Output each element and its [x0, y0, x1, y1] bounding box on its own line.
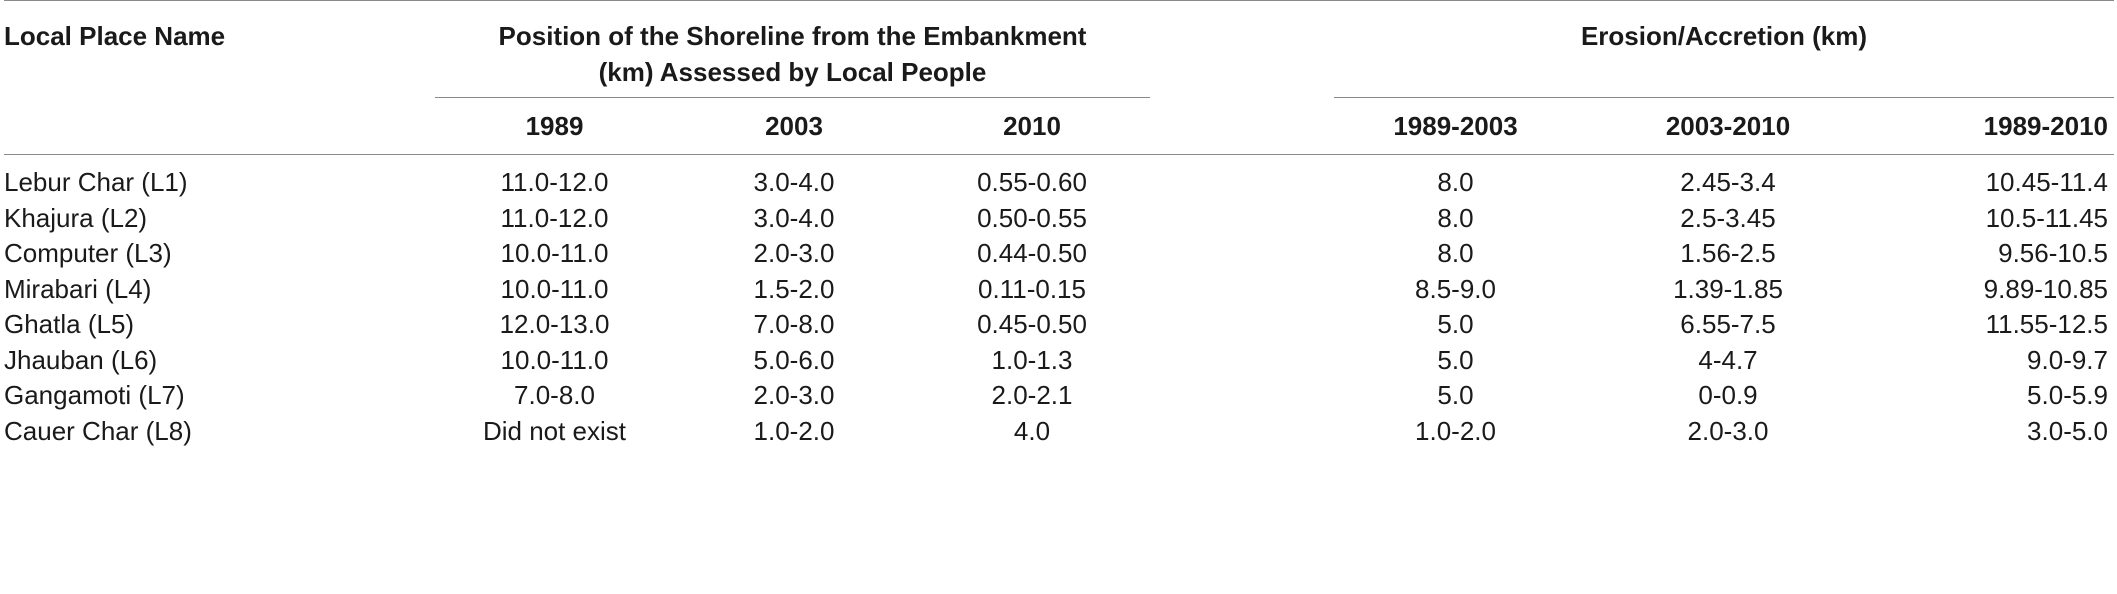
- cell-2003-2010: 1.39-1.85: [1673, 273, 1783, 304]
- cell-1989-2003: 8.0: [1437, 167, 1474, 198]
- table-row: Khajura (L2) 11.0-12.0 3.0-4.0 0.50-0.55…: [4, 201, 2114, 237]
- cell-2003-2010: 2.0-3.0: [1687, 415, 1769, 446]
- table-row: Ghatla (L5) 12.0-13.0 7.0-8.0 0.45-0.50 …: [4, 307, 2114, 343]
- cell-2003-2010: 4-4.7: [1698, 344, 1758, 375]
- header-row-years: 1989 2003 2010 1989-2003 2003-2010 1989-…: [4, 97, 2114, 155]
- cell-1989: 7.0-8.0: [514, 380, 595, 411]
- header-year-2003: 2003: [674, 97, 914, 155]
- cell-1989-2010: 9.0-9.7: [2027, 344, 2108, 375]
- cell-1989-2003: 1.0-2.0: [1415, 415, 1496, 446]
- header-shoreline-group: Position of the Shoreline from the Emban…: [435, 6, 1150, 98]
- top-rule: [4, 0, 2114, 6]
- cell-1989: Did not exist: [482, 415, 627, 446]
- cell-2010: 0.50-0.55: [977, 202, 1087, 233]
- table-row: Mirabari (L4) 10.0-11.0 1.5-2.0 0.11-0.1…: [4, 272, 2114, 308]
- header-row-groups: Local Place Name Position of the Shoreli…: [4, 6, 2114, 155]
- table-row: Gangamoti (L7) 7.0-8.0 2.0-3.0 2.0-2.1 5…: [4, 378, 2114, 414]
- cell-1989-2010: 5.0-5.9: [2027, 380, 2108, 411]
- cell-place: Gangamoti (L7): [4, 380, 185, 411]
- header-shoreline-line2: (km) Assessed by Local People: [598, 57, 987, 87]
- cell-2010: 4.0: [1013, 415, 1051, 446]
- table-row: Cauer Char (L8) Did not exist 1.0-2.0 4.…: [4, 414, 2114, 450]
- cell-1989-2003: 8.5-9.0: [1415, 273, 1496, 304]
- cell-1989-2010: 9.56-10.5: [1998, 238, 2108, 269]
- header-period-1989-2003: 1989-2003: [1334, 97, 1577, 155]
- cell-2003-2010: 6.55-7.5: [1680, 309, 1776, 340]
- cell-1989-2010: 9.89-10.85: [1983, 273, 2108, 304]
- table-header: Local Place Name Position of the Shoreli…: [4, 0, 2114, 155]
- table-row: Jhauban (L6) 10.0-11.0 5.0-6.0 1.0-1.3 5…: [4, 343, 2114, 379]
- cell-place: Ghatla (L5): [4, 309, 135, 340]
- header-place-name-label: Local Place Name: [4, 21, 226, 51]
- header-erosion-label: Erosion/Accretion (km): [1580, 21, 1868, 51]
- cell-2003: 2.0-3.0: [753, 238, 835, 269]
- header-period-1989-2010: 1989-2010: [1879, 97, 2114, 155]
- cell-2003: 3.0-4.0: [753, 167, 835, 198]
- cell-1989-2010: 3.0-5.0: [2027, 415, 2108, 446]
- header-period-2003-2010: 2003-2010: [1577, 97, 1879, 155]
- cell-1989-2003: 5.0: [1437, 309, 1474, 340]
- cell-2003: 1.5-2.0: [753, 273, 835, 304]
- cell-2003-2010: 2.5-3.45: [1680, 202, 1776, 233]
- cell-2010: 1.0-1.3: [991, 344, 1073, 375]
- cell-2010: 0.55-0.60: [977, 167, 1087, 198]
- shoreline-erosion-table: Local Place Name Position of the Shoreli…: [4, 0, 2114, 449]
- cell-place: Lebur Char (L1): [4, 167, 188, 198]
- cell-1989: 11.0-12.0: [500, 167, 609, 198]
- cell-place: Jhauban (L6): [4, 344, 158, 375]
- cell-2010: 0.45-0.50: [977, 309, 1087, 340]
- table-row: Computer (L3) 10.0-11.0 2.0-3.0 0.44-0.5…: [4, 236, 2114, 272]
- cell-2003: 5.0-6.0: [753, 344, 835, 375]
- cell-1989: 11.0-12.0: [500, 202, 609, 233]
- cell-1989: 10.0-11.0: [500, 273, 609, 304]
- cell-1989: 12.0-13.0: [499, 309, 610, 340]
- cell-1989: 10.0-11.0: [500, 238, 609, 269]
- cell-1989-2003: 8.0: [1437, 238, 1474, 269]
- cell-2010: 2.0-2.1: [991, 380, 1073, 411]
- header-gap: [1150, 6, 1334, 98]
- header-erosion-group: Erosion/Accretion (km): [1334, 6, 2114, 98]
- cell-1989-2003: 5.0: [1437, 380, 1474, 411]
- cell-place: Khajura (L2): [4, 202, 148, 233]
- cell-place: Computer (L3): [4, 238, 172, 269]
- cell-2003-2010: 2.45-3.4: [1680, 167, 1776, 198]
- cell-1989-2003: 5.0: [1437, 344, 1474, 375]
- header-year-2010: 2010: [914, 97, 1150, 155]
- cell-2003-2010: 1.56-2.5: [1680, 238, 1776, 269]
- cell-2003: 3.0-4.0: [753, 202, 835, 233]
- cell-2010: 0.44-0.50: [977, 238, 1087, 269]
- cell-2003: 1.0-2.0: [753, 415, 835, 446]
- cell-place: Mirabari (L4): [4, 273, 152, 304]
- cell-2010: 0.11-0.15: [978, 273, 1086, 304]
- cell-2003-2010: 0-0.9: [1698, 380, 1758, 411]
- table-body: Lebur Char (L1) 11.0-12.0 3.0-4.0 0.55-0…: [4, 155, 2114, 450]
- cell-2003: 7.0-8.0: [753, 309, 835, 340]
- cell-1989-2003: 8.0: [1437, 202, 1474, 233]
- header-gap-2: [1150, 97, 1334, 155]
- cell-2003: 2.0-3.0: [753, 380, 835, 411]
- header-shoreline-line1: Position of the Shoreline from the Emban…: [498, 21, 1087, 51]
- header-year-1989: 1989: [435, 97, 674, 155]
- cell-place: Cauer Char (L8): [4, 415, 192, 446]
- cell-1989: 10.0-11.0: [500, 344, 609, 375]
- header-place-name: Local Place Name: [4, 6, 435, 155]
- cell-1989-2010: 10.5-11.45: [1985, 202, 2108, 233]
- cell-1989-2010: 11.55-12.5: [1985, 309, 2108, 340]
- table-row: Lebur Char (L1) 11.0-12.0 3.0-4.0 0.55-0…: [4, 155, 2114, 201]
- cell-1989-2010: 10.45-11.4: [1985, 167, 2108, 198]
